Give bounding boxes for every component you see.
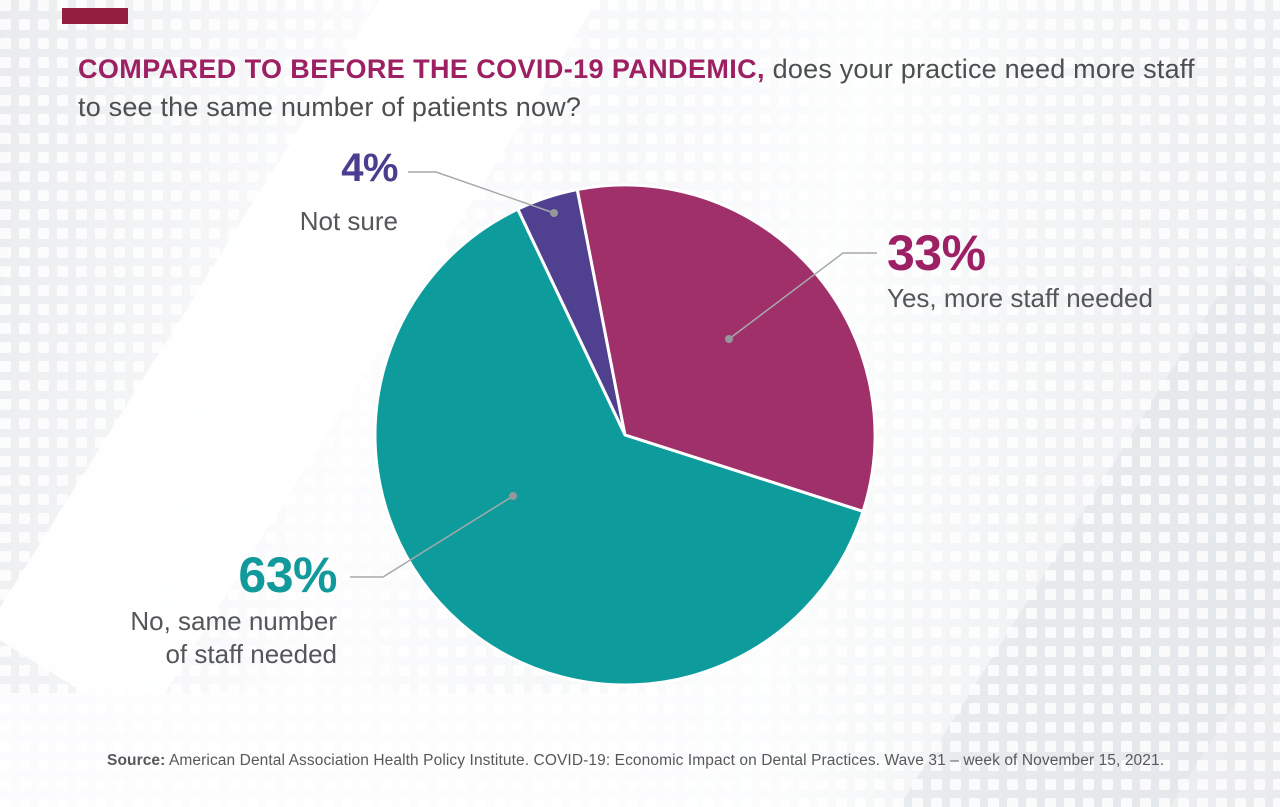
- callout-line-not-sure: [408, 171, 555, 214]
- pie-slice-no: [373, 207, 865, 687]
- callout-dots: [509, 209, 733, 500]
- pie-slice-yes: [575, 183, 877, 513]
- no-label-line2: of staff needed: [165, 639, 337, 669]
- callout-lines: [350, 171, 877, 578]
- pie-slices-group: [373, 183, 877, 687]
- callout-dot-not-sure: [550, 209, 558, 217]
- callout-not-sure: 4% Not sure: [299, 146, 399, 237]
- title-rest: does your practice need more staff: [772, 54, 1195, 84]
- page-title: COMPARED TO BEFORE THE COVID-19 PANDEMIC…: [78, 50, 1258, 126]
- callout-no: 63% No, same number of staff needed: [130, 548, 337, 671]
- accent-mark: [62, 8, 128, 24]
- not-sure-percent: 4%: [341, 146, 398, 190]
- no-percent: 63%: [238, 547, 337, 603]
- no-label: No, same number of staff needed: [130, 605, 337, 671]
- no-label-line1: No, same number: [130, 606, 337, 636]
- source-line: Source: American Dental Association Heal…: [107, 752, 1164, 770]
- title-line2: to see the same number of patients now?: [78, 92, 582, 122]
- callout-dot-yes: [725, 335, 733, 343]
- source-label: Source:: [107, 752, 166, 769]
- callout-line-yes: [728, 252, 877, 340]
- source-text: American Dental Association Health Polic…: [165, 752, 1165, 769]
- callout-yes: 33% Yes, more staff needed: [887, 226, 1153, 314]
- yes-label: Yes, more staff needed: [887, 283, 1153, 313]
- title-highlight: COMPARED TO BEFORE THE COVID-19 PANDEMIC…: [78, 54, 765, 84]
- callout-dot-no: [509, 492, 517, 500]
- callout-line-no: [350, 495, 514, 578]
- not-sure-label: Not sure: [299, 206, 398, 236]
- yes-percent: 33%: [887, 225, 986, 281]
